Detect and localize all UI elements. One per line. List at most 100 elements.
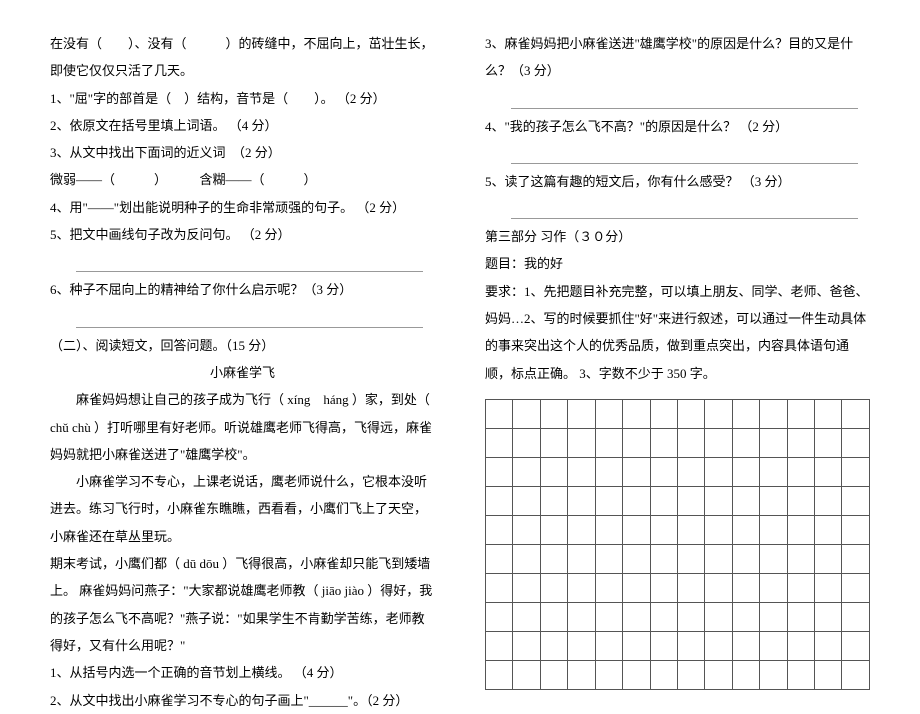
- grid-cell: [486, 544, 513, 573]
- grid-cell: [540, 573, 567, 602]
- question-1: 1、"屈"字的部首是（ ）结构，音节是（ ）。 （2 分）: [50, 85, 435, 112]
- grid-cell: [760, 631, 787, 660]
- grid-cell: [650, 515, 677, 544]
- grid-cell: [486, 631, 513, 660]
- grid-cell: [568, 515, 595, 544]
- grid-cell: [595, 573, 622, 602]
- grid-cell: [677, 428, 704, 457]
- grid-cell: [787, 544, 814, 573]
- grid-cell: [705, 515, 732, 544]
- grid-cell: [842, 399, 870, 428]
- grid-cell: [815, 660, 842, 689]
- grid-cell: [815, 631, 842, 660]
- grid-cell: [677, 631, 704, 660]
- grid-cell: [623, 428, 650, 457]
- grid-cell: [650, 486, 677, 515]
- grid-cell: [842, 515, 870, 544]
- answer-blank: [76, 252, 423, 272]
- grid-cell: [732, 399, 759, 428]
- grid-cell: [705, 457, 732, 486]
- question-6: 6、种子不屈向上的精神给了你什么启示呢？（3 分）: [50, 276, 435, 303]
- grid-cell: [568, 602, 595, 631]
- passage-q5: 5、读了这篇有趣的短文后，你有什么感受？ （3 分）: [485, 168, 870, 195]
- question-4: 4、用"——"划出能说明种子的生命非常顽强的句子。 （2 分）: [50, 194, 435, 221]
- grid-cell: [513, 573, 540, 602]
- grid-cell: [540, 515, 567, 544]
- grid-cell: [787, 660, 814, 689]
- right-column: 3、麻雀妈妈把小麻雀送进"雄鹰学校"的原因是什么？目的又是什么？（3 分） 4、…: [485, 30, 870, 621]
- answer-blank: [511, 89, 858, 109]
- grid-cell: [842, 631, 870, 660]
- grid-cell: [732, 602, 759, 631]
- grid-cell: [842, 602, 870, 631]
- grid-cell: [787, 457, 814, 486]
- grid-cell: [568, 660, 595, 689]
- grid-cell: [787, 631, 814, 660]
- grid-cell: [815, 602, 842, 631]
- grid-cell: [568, 399, 595, 428]
- grid-cell: [540, 486, 567, 515]
- part3-header: 第三部分 习作（３０分）: [485, 223, 870, 250]
- grid-cell: [568, 457, 595, 486]
- question-2: 2、依原文在括号里填上词语。 （4 分）: [50, 112, 435, 139]
- grid-cell: [677, 515, 704, 544]
- grid-cell: [732, 457, 759, 486]
- grid-cell: [513, 457, 540, 486]
- grid-cell: [815, 515, 842, 544]
- grid-cell: [650, 573, 677, 602]
- grid-cell: [650, 428, 677, 457]
- grid-cell: [677, 573, 704, 602]
- section-2-header: （二）、阅读短文，回答问题。（15 分）: [50, 332, 435, 359]
- grid-cell: [732, 660, 759, 689]
- grid-cell: [705, 428, 732, 457]
- grid-cell: [705, 602, 732, 631]
- grid-cell: [705, 660, 732, 689]
- grid-cell: [760, 515, 787, 544]
- grid-cell: [568, 573, 595, 602]
- grid-cell: [595, 631, 622, 660]
- grid-cell: [568, 544, 595, 573]
- grid-cell: [760, 660, 787, 689]
- grid-cell: [540, 631, 567, 660]
- passage-title: 小麻雀学飞: [50, 359, 435, 386]
- grid-cell: [842, 573, 870, 602]
- grid-cell: [732, 544, 759, 573]
- grid-cell: [815, 544, 842, 573]
- paragraph-1: 麻雀妈妈想让自己的孩子成为飞行（ xíng háng ）家，到处（ chǔ ch…: [50, 386, 435, 468]
- grid-cell: [595, 602, 622, 631]
- writing-grid: [485, 399, 870, 690]
- grid-cell: [732, 428, 759, 457]
- grid-cell: [486, 573, 513, 602]
- grid-cell: [650, 660, 677, 689]
- grid-cell: [486, 486, 513, 515]
- essay-requirements: 要求：1、先把题目补充完整，可以填上朋友、同学、老师、爸爸、妈妈…2、写的时候要…: [485, 278, 870, 387]
- grid-cell: [677, 602, 704, 631]
- text-line: 在没有（ ）、没有（ ）的砖缝中，不屈向上，茁壮生长，即使它仅仅只活了几天。: [50, 30, 435, 85]
- grid-cell: [842, 660, 870, 689]
- grid-cell: [540, 428, 567, 457]
- question-5: 5、把文中画线句子改为反问句。 （2 分）: [50, 221, 435, 248]
- grid-cell: [486, 428, 513, 457]
- grid-cell: [568, 631, 595, 660]
- passage-q2: 2、从文中找出小麻雀学习不专心的句子画上"______"。（2 分）: [50, 687, 435, 714]
- grid-cell: [595, 544, 622, 573]
- grid-cell: [540, 544, 567, 573]
- grid-cell: [650, 399, 677, 428]
- grid-cell: [732, 573, 759, 602]
- grid-cell: [732, 631, 759, 660]
- question-3: 3、从文中找出下面词的近义词 （2 分）: [50, 139, 435, 166]
- grid-cell: [595, 399, 622, 428]
- grid-cell: [760, 399, 787, 428]
- grid-cell: [486, 602, 513, 631]
- grid-cell: [595, 660, 622, 689]
- grid-cell: [623, 573, 650, 602]
- grid-cell: [705, 631, 732, 660]
- grid-cell: [677, 399, 704, 428]
- grid-cell: [815, 428, 842, 457]
- grid-cell: [842, 544, 870, 573]
- grid-cell: [623, 602, 650, 631]
- grid-cell: [787, 602, 814, 631]
- grid-cell: [623, 515, 650, 544]
- passage-q3: 3、麻雀妈妈把小麻雀送进"雄鹰学校"的原因是什么？目的又是什么？（3 分）: [485, 30, 870, 85]
- grid-cell: [486, 515, 513, 544]
